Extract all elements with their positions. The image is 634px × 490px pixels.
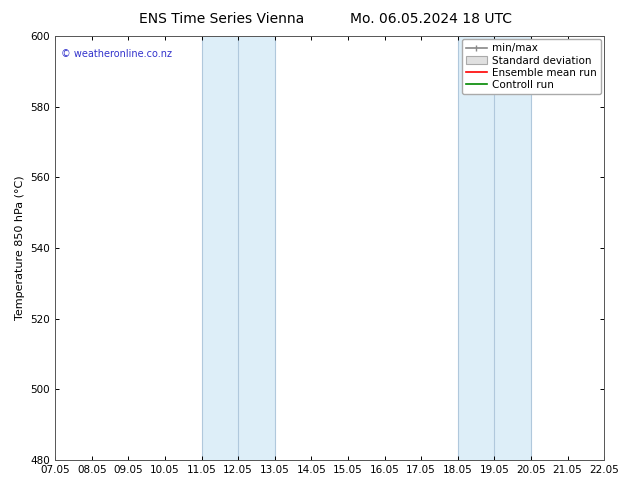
Text: © weatheronline.co.nz: © weatheronline.co.nz (61, 49, 172, 59)
Text: ENS Time Series Vienna: ENS Time Series Vienna (139, 12, 304, 26)
Bar (458, 36, 495, 460)
Bar (238, 36, 275, 460)
Text: Mo. 06.05.2024 18 UTC: Mo. 06.05.2024 18 UTC (350, 12, 512, 26)
Bar (495, 36, 531, 460)
Y-axis label: Temperature 850 hPa (°C): Temperature 850 hPa (°C) (15, 176, 25, 320)
Bar (202, 36, 238, 460)
Legend: min/max, Standard deviation, Ensemble mean run, Controll run: min/max, Standard deviation, Ensemble me… (462, 39, 601, 94)
